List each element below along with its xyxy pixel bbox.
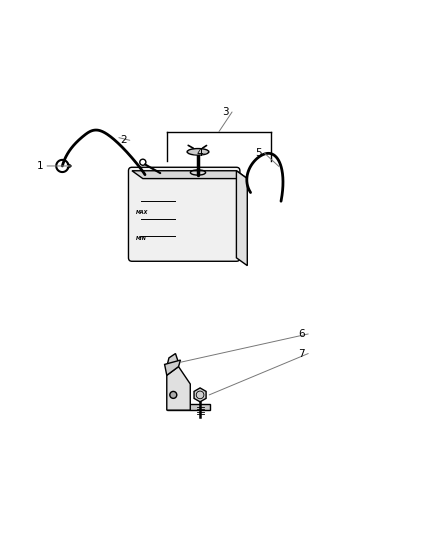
Text: 3: 3 — [222, 107, 229, 117]
Text: MIN: MIN — [136, 237, 147, 241]
Polygon shape — [167, 353, 178, 410]
Text: 2: 2 — [120, 135, 127, 146]
Text: 1: 1 — [37, 161, 44, 171]
Polygon shape — [237, 171, 247, 265]
Text: 6: 6 — [298, 329, 305, 339]
Text: MAX: MAX — [136, 211, 148, 215]
FancyArrowPatch shape — [202, 146, 207, 148]
Ellipse shape — [187, 149, 209, 155]
Polygon shape — [167, 367, 190, 410]
FancyBboxPatch shape — [128, 167, 240, 261]
Polygon shape — [165, 360, 180, 375]
Text: 5: 5 — [255, 148, 261, 158]
Polygon shape — [167, 403, 210, 410]
Circle shape — [170, 391, 177, 398]
Text: 7: 7 — [298, 349, 305, 359]
FancyArrowPatch shape — [188, 146, 194, 148]
Text: 4: 4 — [196, 148, 203, 158]
Polygon shape — [194, 388, 206, 402]
Polygon shape — [132, 171, 247, 179]
